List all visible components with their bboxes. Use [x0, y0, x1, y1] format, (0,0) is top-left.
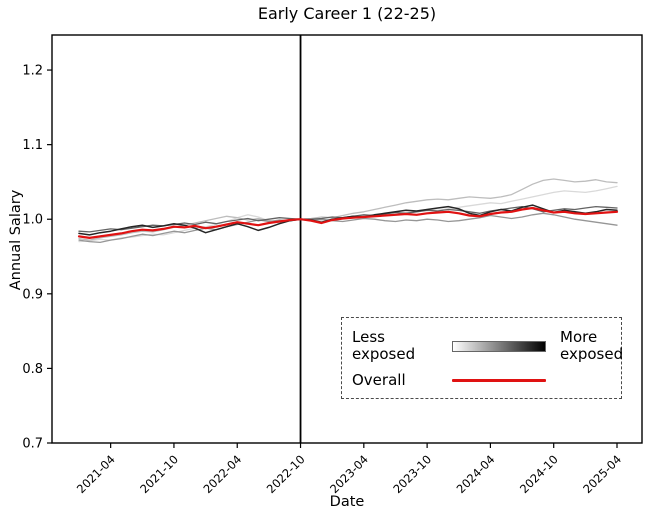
y-tick-label: 1.2 — [22, 64, 43, 79]
legend-less-exposed-label: Less exposed — [352, 327, 416, 363]
x-tick-label: 2022-04 — [200, 452, 244, 496]
y-tick-label: 0.8 — [22, 362, 43, 377]
x-axis-ticks: 2021-04 2021-10 2022-04 2022-10 2023-04 2023-… — [74, 443, 624, 496]
x-tick-label: 2024-10 — [517, 452, 561, 496]
legend-box: Less exposed More exposed Overall — [341, 317, 624, 399]
x-tick-label: 2024-04 — [454, 452, 498, 496]
legend-overall-line-sample — [452, 379, 546, 382]
x-tick-label: 2023-04 — [327, 452, 371, 496]
y-tick-label: 1.0 — [22, 213, 43, 228]
series-quintile-4 — [78, 205, 618, 233]
legend-overall-label: Overall — [352, 371, 406, 390]
y-tick-label: 0.7 — [22, 437, 43, 452]
x-tick-label: 2021-10 — [137, 452, 181, 496]
exposure-gradient-bar — [452, 341, 546, 352]
x-tick-label: 2021-04 — [74, 452, 118, 496]
y-tick-label: 1.1 — [22, 138, 43, 153]
y-tick-label: 0.9 — [22, 287, 43, 302]
y-axis-ticks: 0.7 0.8 0.9 1.0 1.1 1.2 — [22, 64, 52, 452]
x-tick-label: 2023-10 — [390, 452, 434, 496]
chart-title: Early Career 1 (22-25) — [257, 4, 437, 23]
series-quintile-3 — [78, 212, 618, 244]
x-axis-label: Date — [329, 494, 365, 510]
series-lines — [77, 178, 619, 244]
legend-more-exposed-label: More exposed — [560, 327, 624, 363]
series-overall — [77, 206, 619, 239]
x-tick-label: 2025-04 — [580, 452, 624, 496]
plot-frame — [51, 34, 643, 444]
x-tick-label: 2022-10 — [264, 452, 308, 496]
